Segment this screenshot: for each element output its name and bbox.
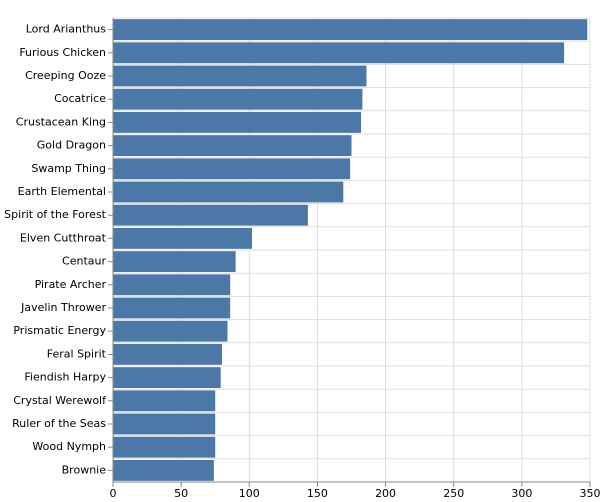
y-tick-label: Furious Chicken	[19, 46, 106, 59]
bar	[113, 227, 253, 249]
y-tick-label: Prismatic Energy	[13, 324, 106, 337]
y-tick-label: Crustacean King	[16, 115, 106, 128]
y-tick-label: Feral Spirit	[47, 347, 107, 360]
bar	[113, 343, 223, 365]
x-tick-label: 150	[307, 487, 328, 500]
x-tick-label: 300	[511, 487, 532, 500]
bar	[113, 204, 308, 226]
y-tick-label: Lord Arianthus	[26, 23, 107, 36]
bar	[113, 413, 216, 435]
bar	[113, 158, 351, 180]
y-tick-label: Crystal Werewolf	[13, 394, 107, 407]
x-tick-label: 200	[375, 487, 396, 500]
bar	[113, 367, 221, 389]
x-tick-label: 0	[110, 487, 117, 500]
y-tick-label: Pirate Archer	[35, 278, 107, 291]
y-tick-label: Spirit of the Forest	[4, 208, 107, 221]
bar	[113, 274, 231, 296]
bar	[113, 436, 216, 458]
bar	[113, 390, 216, 412]
y-tick-label: Gold Dragon	[37, 139, 106, 152]
x-tick-label: 350	[580, 487, 601, 500]
bar	[113, 19, 588, 41]
y-tick-label: Cocatrice	[54, 92, 106, 105]
y-tick-label: Fiendish Harpy	[24, 371, 106, 384]
bar	[113, 42, 565, 64]
y-tick-label: Swamp Thing	[31, 162, 106, 175]
y-tick-label: Earth Elemental	[18, 185, 106, 198]
y-tick-label: Wood Nymph	[32, 440, 106, 453]
x-tick-label: 50	[174, 487, 188, 500]
bar	[113, 297, 231, 319]
y-tick-label: Centaur	[62, 255, 106, 268]
bar	[113, 88, 363, 110]
y-tick-label: Javelin Thrower	[20, 301, 106, 314]
bar	[113, 251, 236, 273]
bar	[113, 65, 367, 87]
x-tick-label: 250	[443, 487, 464, 500]
bar	[113, 111, 362, 133]
bar	[113, 459, 214, 481]
bar	[113, 135, 352, 157]
x-tick-label: 100	[239, 487, 260, 500]
bar	[113, 181, 344, 203]
y-tick-label: Brownie	[62, 463, 107, 476]
y-tick-label: Elven Cutthroat	[20, 231, 107, 244]
y-tick-label: Ruler of the Seas	[12, 417, 106, 430]
bar	[113, 320, 228, 342]
y-tick-label: Creeping Ooze	[25, 69, 106, 82]
